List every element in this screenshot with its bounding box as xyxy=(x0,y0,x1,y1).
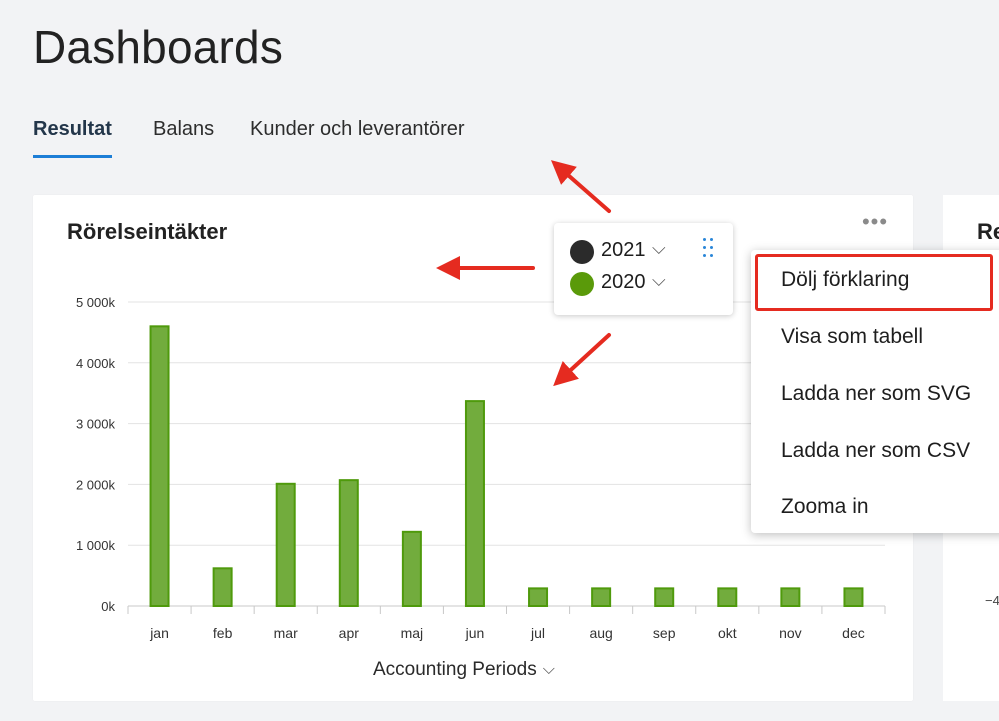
bar-jun xyxy=(464,400,485,607)
bar-apr xyxy=(338,479,359,608)
bar-okt xyxy=(717,587,738,608)
chart-options-menu: Dölj förklaring Visa som tabell Ladda ne… xyxy=(751,250,999,533)
x-tick-label: feb xyxy=(213,625,233,641)
y-tick-label: 4 000k xyxy=(76,356,116,371)
x-tick-label: sep xyxy=(653,625,676,641)
x-tick-label: apr xyxy=(339,625,360,641)
x-tick-label: okt xyxy=(718,625,737,641)
x-tick-label: aug xyxy=(589,625,612,641)
x-tick-label: jun xyxy=(465,625,485,641)
legend-label: 2020 xyxy=(601,271,646,293)
bar-feb xyxy=(212,567,233,607)
y-tick-label: 0k xyxy=(101,599,115,614)
more-horizontal-icon: ••• xyxy=(861,209,889,234)
annotation-highlight-box xyxy=(755,254,993,311)
menu-item-show-as-table[interactable]: Visa som tabell xyxy=(781,325,924,348)
legend-color-dot xyxy=(570,272,594,296)
bar-sep xyxy=(654,587,675,608)
bar-jan xyxy=(149,325,170,607)
second-chart-tick-label: −4 xyxy=(985,593,999,608)
more-options-button[interactable]: ••• xyxy=(859,211,891,237)
x-tick-label: jul xyxy=(530,625,545,641)
bar-dec xyxy=(843,587,864,608)
legend-label: 2021 xyxy=(601,239,646,261)
second-chart-title: Re xyxy=(977,219,999,244)
bar-aug xyxy=(591,587,612,608)
tab-balans[interactable]: Balans xyxy=(153,118,215,140)
bar-mar xyxy=(275,482,296,607)
chart-title: Rörelseintäkter xyxy=(67,219,228,244)
x-tick-label: mar xyxy=(274,625,298,641)
y-tick-label: 2 000k xyxy=(76,477,116,492)
chevron-down-icon: ⌵ xyxy=(652,270,666,290)
tab-kunder-och-leverantorer[interactable]: Kunder och leverantörer xyxy=(250,118,465,140)
bar-jul xyxy=(528,587,549,608)
menu-item-zoom-in[interactable]: Zooma in xyxy=(781,495,869,518)
menu-item-download-csv[interactable]: Ladda ner som CSV xyxy=(781,439,971,462)
x-tick-label: nov xyxy=(779,625,802,641)
drag-handle-icon[interactable] xyxy=(703,238,717,260)
y-tick-label: 5 000k xyxy=(76,295,116,310)
y-tick-label: 3 000k xyxy=(76,417,116,432)
x-axis-title[interactable]: Accounting Periods ⌵ xyxy=(373,659,555,681)
menu-item-hide-legend[interactable]: Dölj förklaring xyxy=(781,268,910,291)
x-tick-label: maj xyxy=(401,625,424,641)
menu-item-download-svg[interactable]: Ladda ner som SVG xyxy=(781,382,972,405)
page-title: Dashboards xyxy=(33,21,284,73)
y-tick-label: 1 000k xyxy=(76,538,116,553)
chevron-down-icon: ⌵ xyxy=(542,661,555,678)
chevron-down-icon: ⌵ xyxy=(652,238,666,258)
x-tick-label: jan xyxy=(149,625,169,641)
legend-color-dot xyxy=(570,240,594,264)
x-tick-label: dec xyxy=(842,625,865,641)
tab-resultat[interactable]: Resultat xyxy=(33,118,112,158)
bar-maj xyxy=(401,530,422,608)
chart-legend: 2021 ⌵ 2020 ⌵ xyxy=(554,223,733,315)
bar-nov xyxy=(780,587,801,608)
x-axis-title-label: Accounting Periods xyxy=(373,659,537,680)
